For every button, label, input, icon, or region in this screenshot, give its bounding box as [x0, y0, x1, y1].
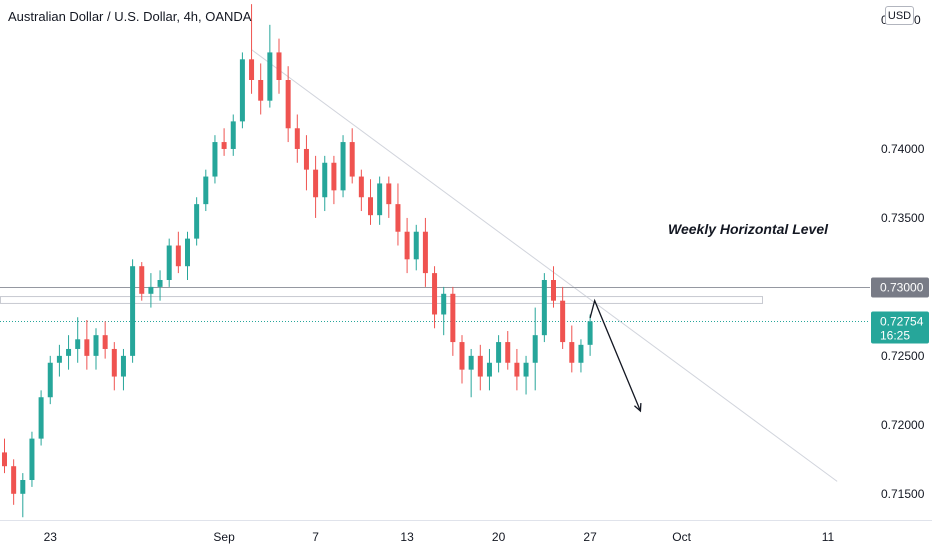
candle-body — [276, 52, 282, 80]
countdown-label: 16:25 — [880, 329, 910, 343]
candle-body — [75, 339, 81, 349]
candle-body — [212, 142, 218, 177]
candle-body — [2, 452, 7, 467]
candle-body — [249, 59, 255, 80]
projection-arrow — [589, 298, 642, 412]
time-tick-label: 11 — [822, 530, 835, 544]
candle-body — [532, 335, 538, 363]
candle-body — [541, 280, 547, 336]
candle-body — [432, 273, 438, 315]
candle-body — [56, 355, 62, 363]
time-tick-label: 7 — [312, 530, 319, 544]
trendline — [251, 49, 838, 482]
candle-body — [459, 342, 465, 370]
current-price-tag — [871, 311, 929, 344]
candle-body — [157, 280, 163, 287]
weekly-level-label: Weekly Horizontal Level — [668, 221, 829, 237]
price-tick-label: 0.72500 — [881, 349, 925, 363]
time-scale[interactable]: 23 Sep 7 13 20 27 Oct 11 — [44, 530, 835, 544]
candle-body — [175, 245, 181, 267]
candle-body — [340, 142, 346, 191]
candle-body — [514, 362, 520, 377]
candle-body — [349, 142, 355, 177]
candle-body — [166, 245, 172, 280]
trendline-layer — [251, 49, 838, 482]
candle-body — [386, 183, 392, 205]
price-tick-label: 0.71500 — [881, 487, 925, 501]
level-zone-box — [0, 296, 763, 304]
candle-body — [120, 355, 126, 377]
candle-body — [404, 231, 410, 260]
arrow-head — [634, 403, 642, 413]
candle-body — [303, 148, 309, 170]
candle-body — [569, 342, 575, 363]
price-tick-label: 0.73500 — [881, 211, 925, 225]
candle-body — [505, 342, 511, 363]
candle-body — [560, 300, 566, 343]
price-tick-label: 0.72000 — [881, 418, 925, 432]
candle-body — [185, 238, 190, 267]
time-tick-label: Oct — [672, 530, 691, 544]
symbol-title: Australian Dollar / U.S. Dollar, 4h, OAN… — [8, 9, 252, 24]
candle-body — [20, 480, 26, 494]
candle-body — [551, 280, 556, 301]
candle-body — [523, 362, 529, 377]
candle-body — [422, 231, 428, 274]
candle-body — [331, 162, 337, 191]
candle-body — [496, 342, 502, 363]
current-price-label: 0.72754 — [880, 315, 924, 329]
candle-body — [130, 266, 136, 356]
candle-body — [395, 204, 401, 232]
time-tick-label: 27 — [583, 530, 597, 544]
level-price-tag — [871, 277, 929, 298]
candle-body — [413, 231, 419, 260]
candle-body — [285, 80, 291, 129]
candle-body — [313, 169, 319, 198]
candles-layer — [2, 4, 593, 518]
candle-body — [102, 335, 108, 349]
candle-body — [221, 142, 227, 149]
candle-body — [587, 321, 593, 345]
candle-body — [294, 128, 300, 149]
arrow-layer — [589, 298, 642, 413]
candle-body — [322, 162, 328, 198]
price-tick-label: 0.74000 — [881, 142, 925, 156]
candle-body — [441, 293, 447, 315]
candle-body — [258, 80, 264, 101]
candle-body — [230, 121, 236, 149]
candle-body — [11, 466, 17, 494]
candle-body — [203, 176, 209, 205]
time-tick-label: 20 — [492, 530, 506, 544]
candle-body — [111, 348, 117, 377]
candle-body — [358, 176, 364, 198]
candle-body — [93, 335, 99, 356]
candle-body — [194, 204, 200, 239]
candle-body — [486, 362, 492, 377]
candle-body — [47, 362, 53, 398]
time-tick-label: 13 — [400, 530, 414, 544]
candle-body — [368, 197, 373, 216]
candle-body — [29, 438, 35, 480]
price-tick-top-partial-end: 0 — [914, 13, 921, 27]
candle-body — [377, 183, 383, 216]
price-scale[interactable]: 0. 0 0.740000.735000.725000.720000.71500… — [871, 13, 929, 501]
candle-body — [38, 397, 44, 439]
candle-body — [239, 59, 245, 122]
currency-button[interactable]: USD — [885, 6, 914, 25]
candle-body — [578, 344, 584, 363]
candle-body — [450, 293, 456, 343]
candle-body — [66, 348, 72, 356]
candle-body — [267, 52, 273, 101]
candle-body — [477, 355, 483, 377]
candle-body — [84, 339, 90, 356]
candle-body — [148, 286, 154, 294]
level-price-label: 0.73000 — [880, 281, 924, 295]
candle-body — [139, 266, 145, 294]
candle-body — [468, 355, 474, 370]
time-tick-label: 23 — [44, 530, 58, 544]
time-tick-label: Sep — [213, 530, 235, 544]
